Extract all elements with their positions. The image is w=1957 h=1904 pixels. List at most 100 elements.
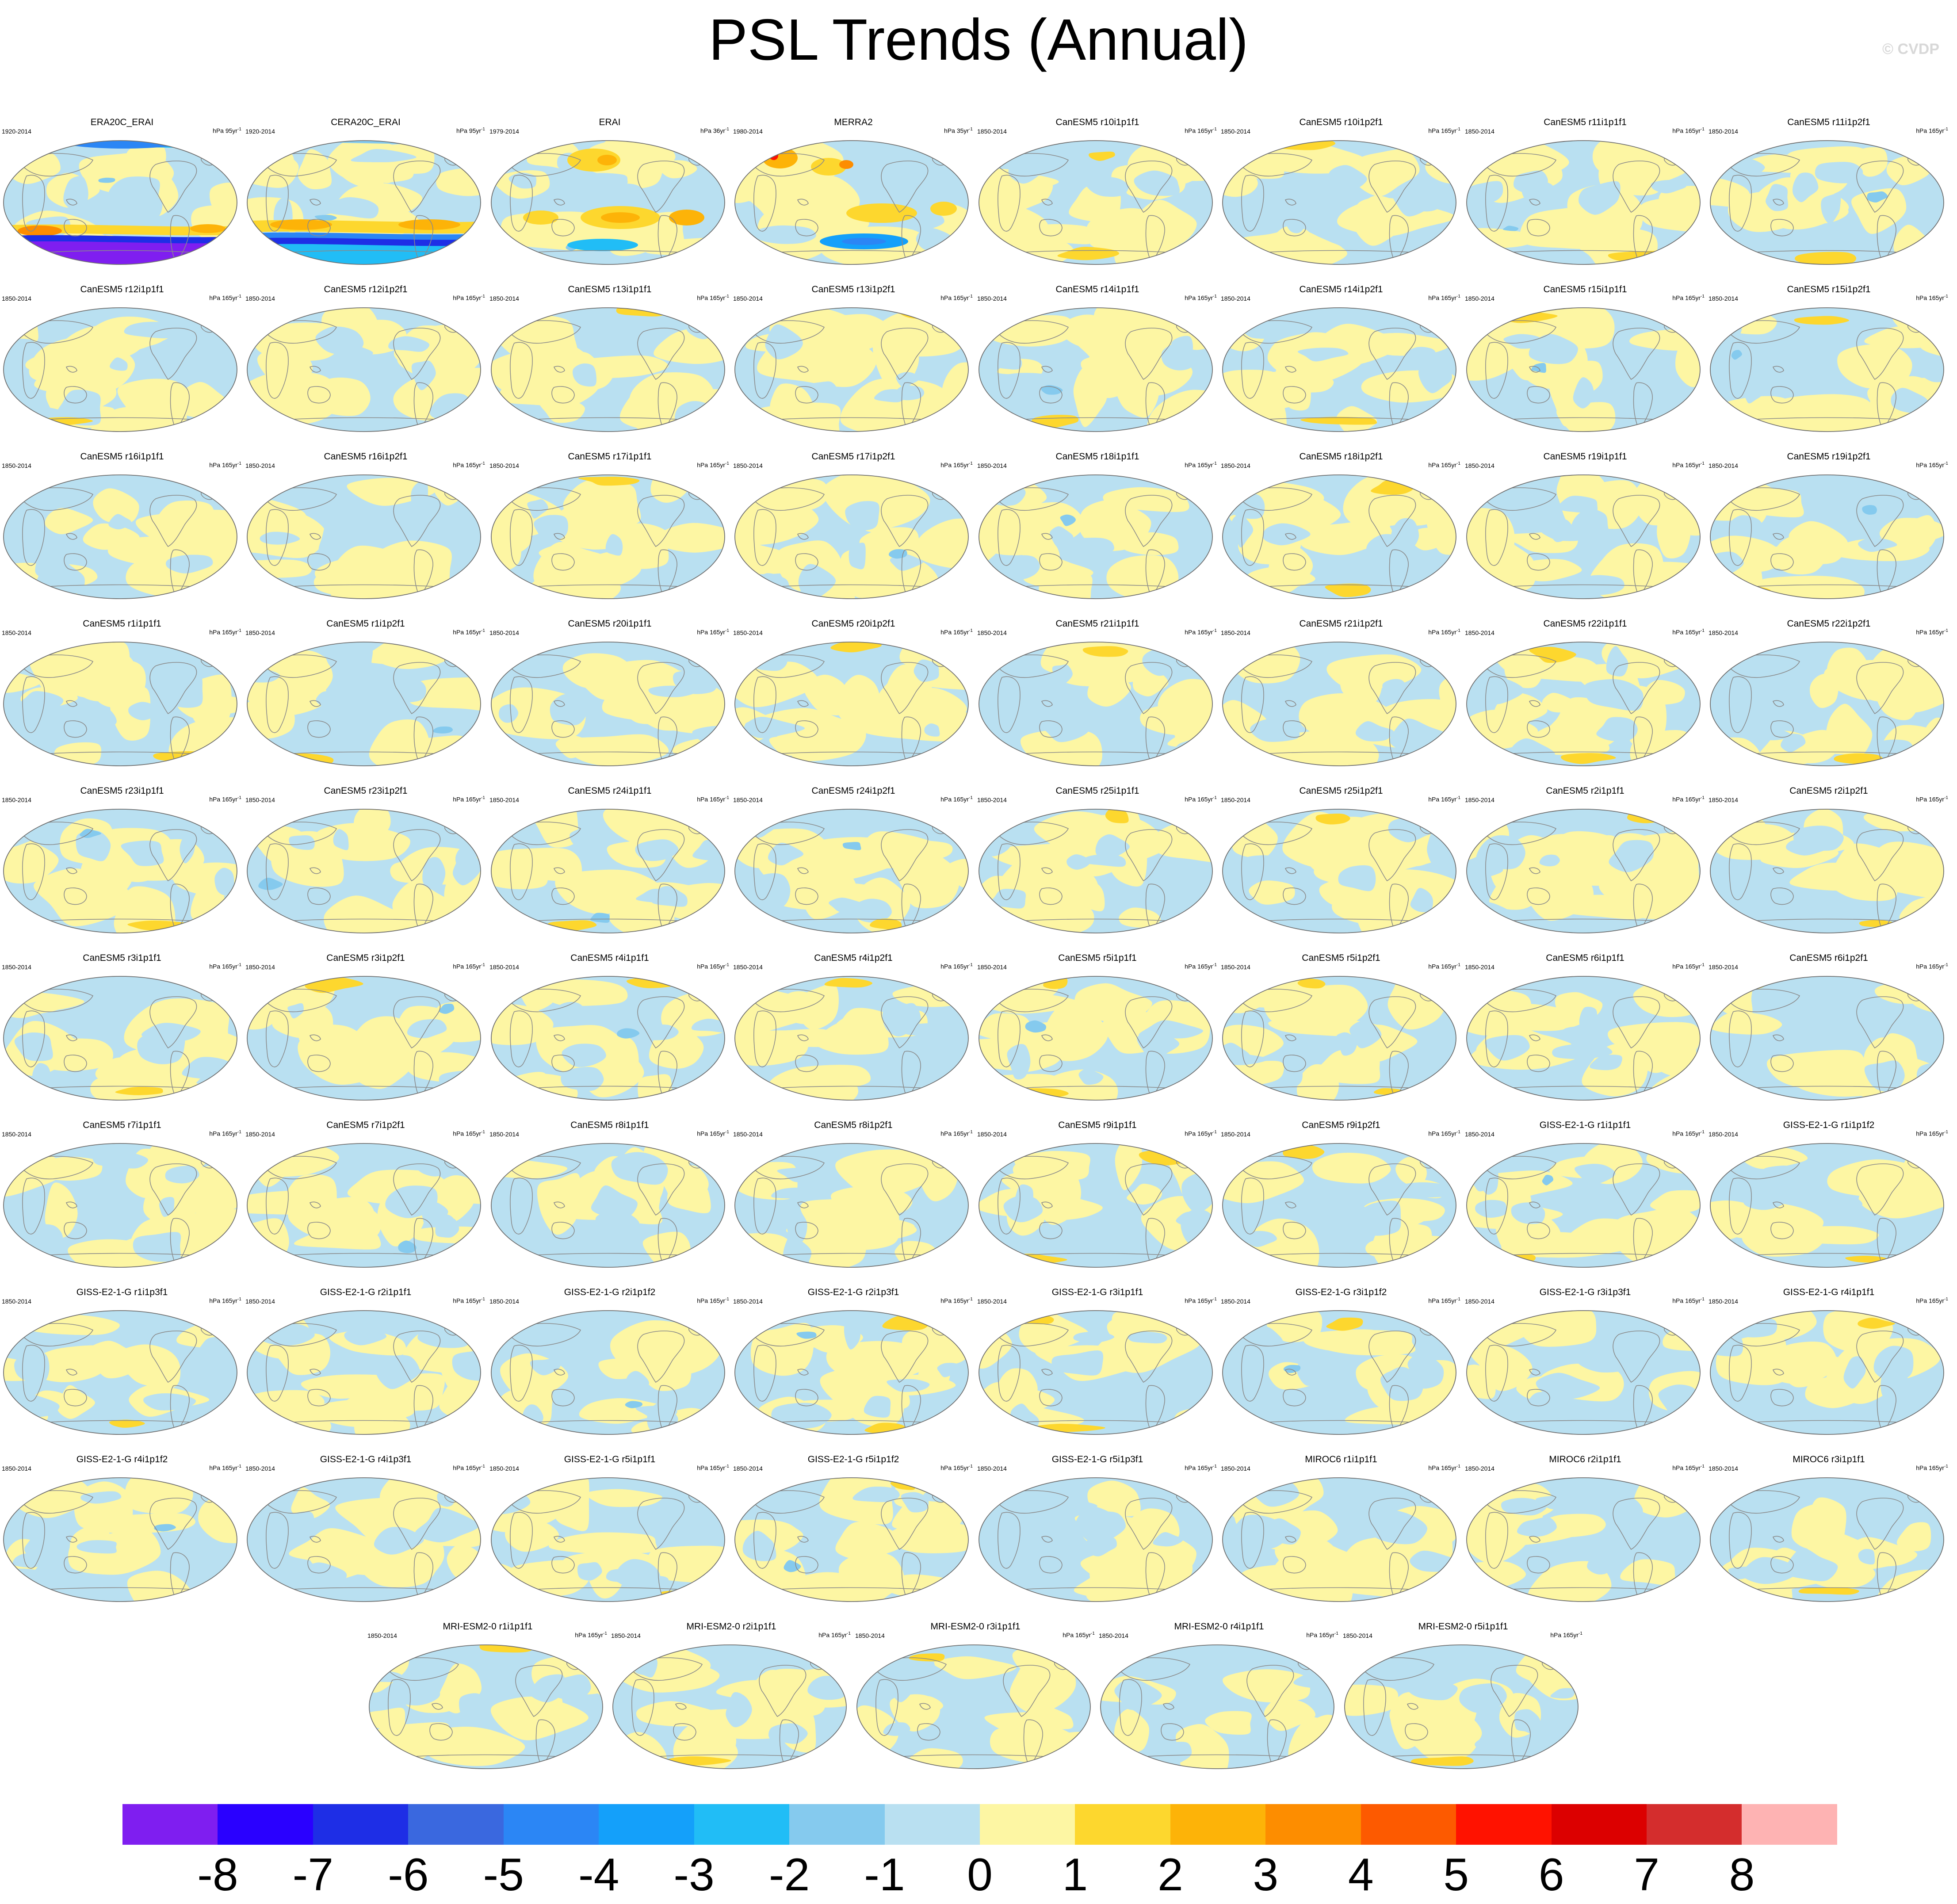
map-panel: MRI-ESM2-0 r3i1p1f1 1850-2014 hPa 165yr-1 (853, 1619, 1097, 1783)
panel-units: hPa 165yr-1 (1185, 460, 1217, 469)
negative-trend-region (1297, 348, 1349, 362)
positive-trend-region (1395, 1157, 1427, 1185)
panel-title: ERAI (599, 117, 621, 127)
positive-trend-region (1327, 727, 1363, 766)
coastline (1241, 509, 1264, 566)
coastline (1772, 867, 1784, 874)
coastline (748, 1156, 825, 1180)
coastline (1246, 1665, 1294, 1717)
negative-trend-region (1170, 1062, 1189, 1077)
negative-trend-region (1780, 992, 1842, 1006)
negative-trend-region (873, 141, 910, 171)
negative-trend-region (1189, 184, 1209, 214)
coastline (1003, 1665, 1051, 1717)
panel-period: 1850-2014 (1221, 295, 1250, 302)
panel-units-base: hPa 165yr (697, 461, 726, 469)
map-field (979, 809, 1212, 933)
map-field (735, 809, 968, 933)
panel-title: CERA20C_ERAI (331, 117, 401, 127)
negative-trend-region (1792, 172, 1819, 203)
panel-title: GISS-E2-1-G r3i1p1f2 (1295, 1287, 1387, 1297)
panel-units-base: hPa 165yr (1428, 1464, 1457, 1472)
negative-trend-region (937, 1363, 959, 1377)
coastline (1241, 1345, 1264, 1402)
panel-units-exponent: -1 (1456, 963, 1460, 967)
coastline (1125, 161, 1173, 213)
colorbar-tick-label: -5 (483, 1849, 524, 1900)
strong-negative-trend-region (1862, 505, 1877, 515)
positive-trend-region (324, 895, 417, 933)
coastline (748, 989, 825, 1013)
colorbar-swatch (884, 1804, 980, 1845)
negative-trend-region (527, 499, 548, 519)
coastline (1041, 1034, 1053, 1041)
coastline (626, 1657, 703, 1681)
negative-trend-region (375, 1355, 420, 1389)
panel-title: GISS-E2-1-G r2i1p3f1 (807, 1287, 899, 1297)
coastline (1041, 1201, 1053, 1208)
panel-units-exponent: -1 (1091, 1631, 1095, 1636)
coastline (631, 1679, 654, 1736)
panel-units-base: hPa 165yr (1428, 127, 1457, 134)
coastline (1241, 1178, 1264, 1235)
coastline (1284, 867, 1296, 874)
panel-period: 1850-2014 (733, 1465, 763, 1472)
negative-trend-region (325, 642, 373, 674)
negative-trend-region (165, 1166, 199, 1184)
coastline (307, 1055, 331, 1072)
coastline (510, 175, 533, 232)
negative-trend-region (1003, 1195, 1043, 1223)
panel-title: CanESM5 r4i1p1f1 (570, 953, 649, 963)
negative-trend-region (1651, 180, 1686, 194)
world-map (1466, 642, 1701, 766)
panel-units: hPa 165yr-1 (453, 961, 485, 971)
panel-units-exponent: -1 (1213, 795, 1217, 800)
negative-trend-region (1410, 888, 1433, 913)
panel-units-base: hPa 165yr (209, 963, 238, 970)
panel-title: CanESM5 r16i1p2f1 (324, 451, 408, 462)
panel-units: hPa 165yr-1 (940, 293, 973, 302)
positive-trend-region (1659, 186, 1700, 211)
panel-units: hPa 165yr-1 (1306, 1630, 1338, 1639)
negative-trend-region (92, 1151, 149, 1169)
negative-trend-region (1011, 153, 1072, 176)
negative-trend-region (1370, 1510, 1427, 1545)
positive-trend-region (1823, 1311, 1893, 1353)
map-field (369, 1645, 603, 1769)
colorbar-swatch (1075, 1804, 1170, 1845)
coastline (1724, 822, 1800, 845)
coastline (505, 989, 581, 1013)
coastline (998, 1512, 1021, 1569)
panel-units-base: hPa 165yr (940, 795, 969, 803)
coastline (510, 342, 533, 399)
negative-trend-region (1539, 854, 1560, 867)
world-map (491, 809, 725, 933)
coastline (260, 822, 337, 845)
panel-units-exponent: -1 (1701, 1130, 1705, 1135)
panel-period: 1850-2014 (245, 1465, 275, 1472)
coastline (1491, 1665, 1538, 1717)
map-field (1467, 642, 1700, 766)
panel-units: hPa 165yr-1 (209, 1296, 241, 1305)
negative-trend-region (1183, 538, 1209, 556)
map-field (1710, 141, 1944, 264)
map-panel: GISS-E2-1-G r3i1p1f1 1850-2014 hPa 165yr-1 (975, 1285, 1219, 1449)
world-map (1466, 140, 1701, 265)
panel-period: 1850-2014 (1709, 128, 1738, 135)
coastline (795, 1222, 818, 1239)
coastline (748, 1490, 825, 1514)
coastline (748, 654, 825, 678)
world-map (3, 976, 237, 1101)
strong-positive-trend-region (1326, 1317, 1363, 1331)
panel-title: CanESM5 r22i1p1f1 (1543, 619, 1627, 629)
colorbar-swatch (313, 1804, 409, 1845)
negative-trend-region (316, 691, 340, 707)
panel-units: hPa 165yr-1 (1916, 794, 1948, 803)
negative-trend-region (1864, 1060, 1905, 1092)
negative-trend-region (333, 829, 349, 850)
coastline (551, 219, 575, 237)
panel-units: hPa 165yr-1 (1916, 1463, 1948, 1472)
coastline (1041, 1536, 1053, 1543)
panel-units: hPa 165yr-1 (1916, 1296, 1948, 1305)
panel-units-exponent: -1 (969, 628, 973, 633)
